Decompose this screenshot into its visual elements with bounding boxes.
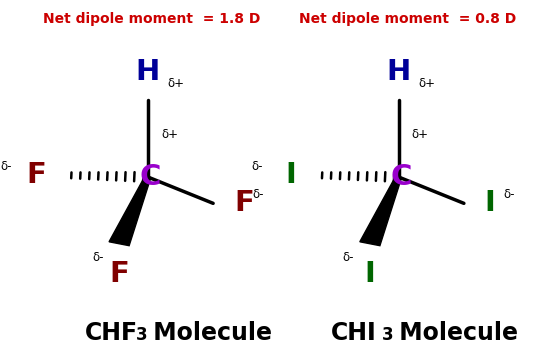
Text: Net dipole moment  = 0.8 D: Net dipole moment = 0.8 D — [299, 12, 517, 26]
Text: C: C — [391, 163, 412, 191]
Polygon shape — [109, 176, 151, 246]
Text: CHF: CHF — [85, 321, 138, 345]
Text: F: F — [234, 189, 254, 217]
Text: δ+: δ+ — [161, 129, 178, 141]
Text: δ+: δ+ — [419, 77, 435, 90]
Text: I: I — [286, 161, 297, 189]
Text: F: F — [26, 161, 46, 189]
Text: δ+: δ+ — [411, 129, 429, 141]
Text: C: C — [140, 163, 161, 191]
Text: δ-: δ- — [251, 160, 263, 173]
Text: δ-: δ- — [252, 188, 264, 201]
Text: F: F — [109, 259, 129, 287]
Text: H: H — [136, 58, 160, 86]
Text: Molecule: Molecule — [145, 321, 272, 345]
Text: δ-: δ- — [343, 251, 354, 264]
Text: I: I — [485, 189, 496, 217]
Text: H: H — [386, 58, 411, 86]
Text: δ-: δ- — [92, 251, 103, 264]
Text: I: I — [364, 259, 375, 287]
Text: δ-: δ- — [1, 160, 12, 173]
Polygon shape — [360, 176, 401, 246]
Text: 3: 3 — [136, 326, 148, 344]
Text: Net dipole moment  = 1.8 D: Net dipole moment = 1.8 D — [44, 12, 260, 26]
Text: Molecule: Molecule — [391, 321, 518, 345]
Text: 3: 3 — [382, 326, 394, 344]
Text: CHI: CHI — [331, 321, 376, 345]
Text: δ+: δ+ — [168, 77, 184, 90]
Text: δ-: δ- — [503, 188, 515, 201]
